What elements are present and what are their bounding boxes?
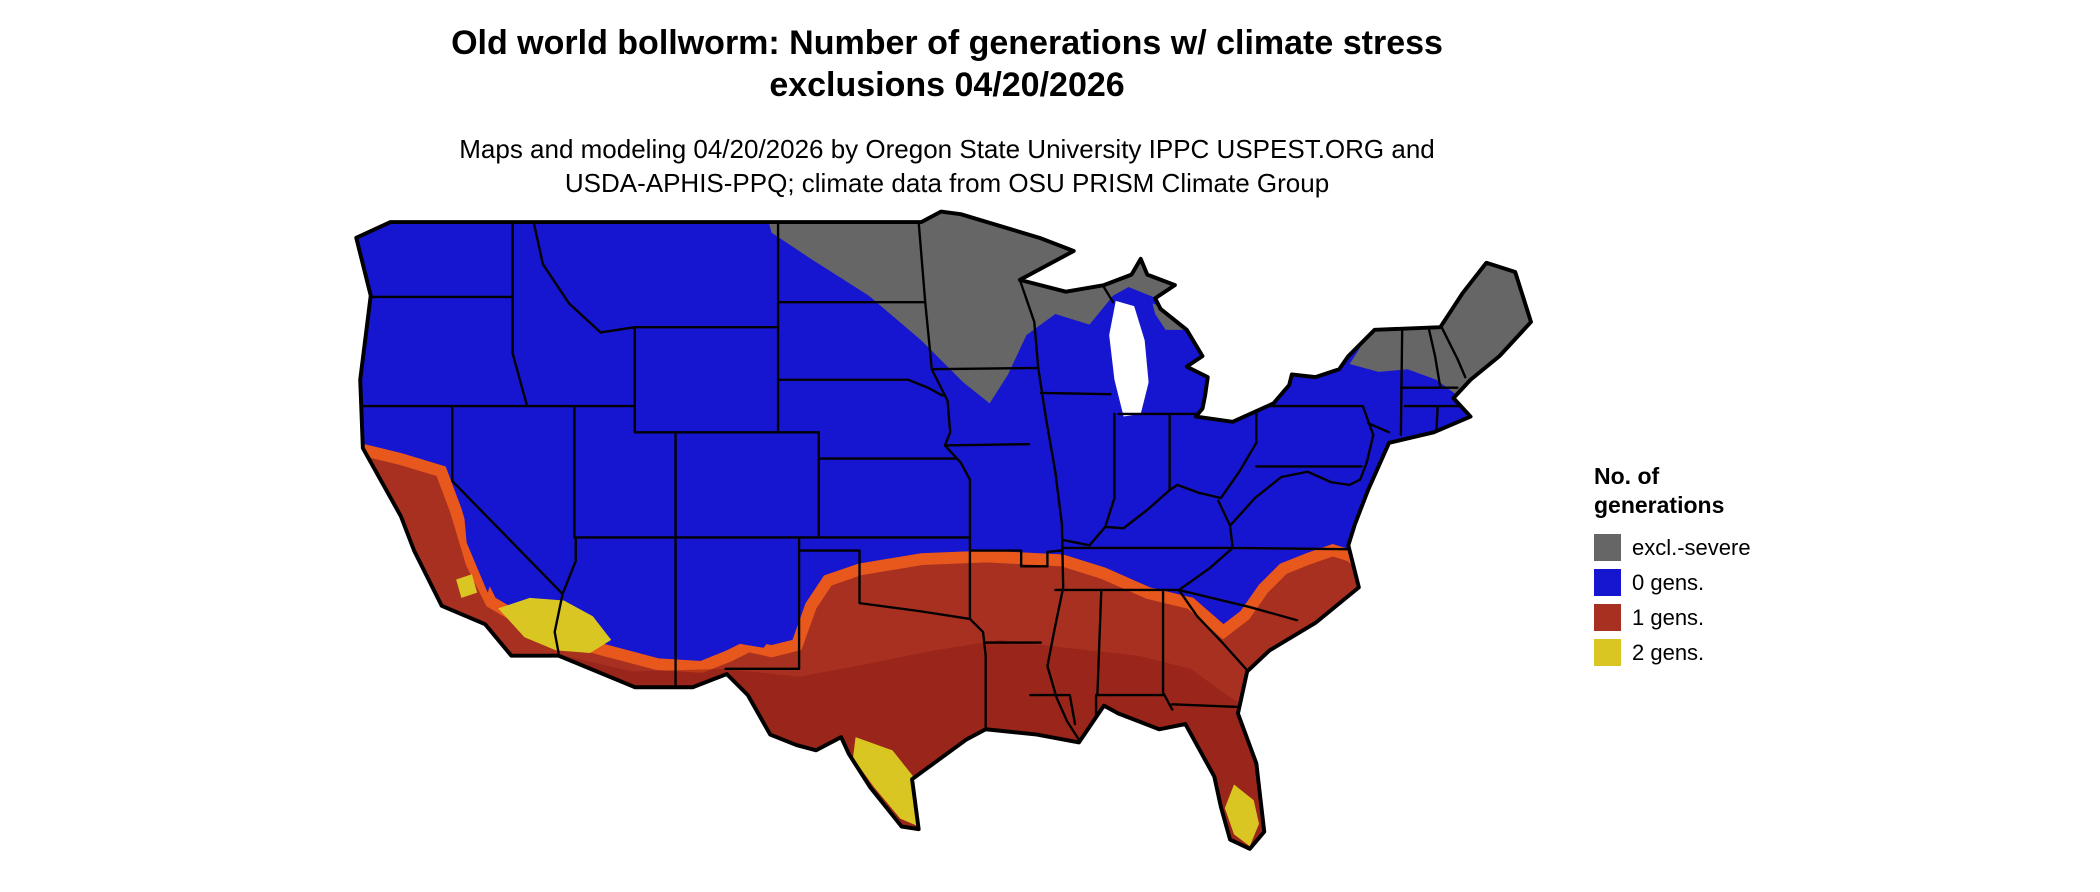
us-generations-map <box>330 208 1552 880</box>
legend-title-line1: No. of <box>1594 463 1660 489</box>
legend-item-excl-severe: excl.-severe <box>1594 530 1751 565</box>
legend-swatch-excl-severe <box>1594 534 1621 561</box>
legend-label-two-gens: 2 gens. <box>1632 639 1705 665</box>
region-zero-generations-sierra-overlay <box>461 484 501 593</box>
lake-michigan <box>1109 300 1149 417</box>
region-two-generations-south-texas <box>852 737 923 827</box>
legend-swatch-one-gen-rect <box>1594 604 1621 631</box>
state-borders <box>359 220 1467 741</box>
region-two-generations-south-florida <box>1194 784 1259 849</box>
legend-swatch-one-gen <box>1594 604 1621 631</box>
legend-label-excl-severe: excl.-severe <box>1632 534 1751 560</box>
region-two-generations-arizona <box>456 574 612 654</box>
legend-swatch-zero-gens <box>1594 569 1621 596</box>
legend-item-one-gen: 1 gens. <box>1594 600 1751 635</box>
legend-item-zero-gens: 0 gens. <box>1594 565 1751 600</box>
legend-item-two-gens: 2 gens. <box>1594 635 1751 670</box>
map-subtitle-line1: Maps and modeling 04/20/2026 by Oregon S… <box>459 134 1435 164</box>
map-subtitle-line2: USDA-APHIS-PPQ; climate data from OSU PR… <box>564 168 1330 198</box>
map-legend: No. of generations excl.-severe 0 gens. … <box>1594 462 1751 670</box>
legend-swatch-excl-severe-rect <box>1594 534 1621 561</box>
legend-title-line2: generations <box>1594 492 1725 518</box>
us-map-svg <box>354 209 1533 851</box>
legend-label-zero-gens: 0 gens. <box>1632 569 1705 595</box>
legend-swatch-two-gens <box>1594 639 1621 666</box>
legend-swatch-two-gens-rect <box>1594 639 1621 666</box>
region-zero-generations-new-mexico-overlay <box>718 587 783 648</box>
map-header: Old world bollworm: Number of generation… <box>0 22 1894 200</box>
map-title-line1: Old world bollworm: Number of generation… <box>451 24 1443 62</box>
us-outline <box>354 209 1533 851</box>
legend-swatch-zero-gens-rect <box>1594 569 1621 596</box>
map-title-line2: exclusions 04/20/2026 <box>769 66 1125 104</box>
legend-label-one-gen: 1 gens. <box>1632 604 1705 630</box>
map-subtitle: Maps and modeling 04/20/2026 by Oregon S… <box>0 132 1894 200</box>
